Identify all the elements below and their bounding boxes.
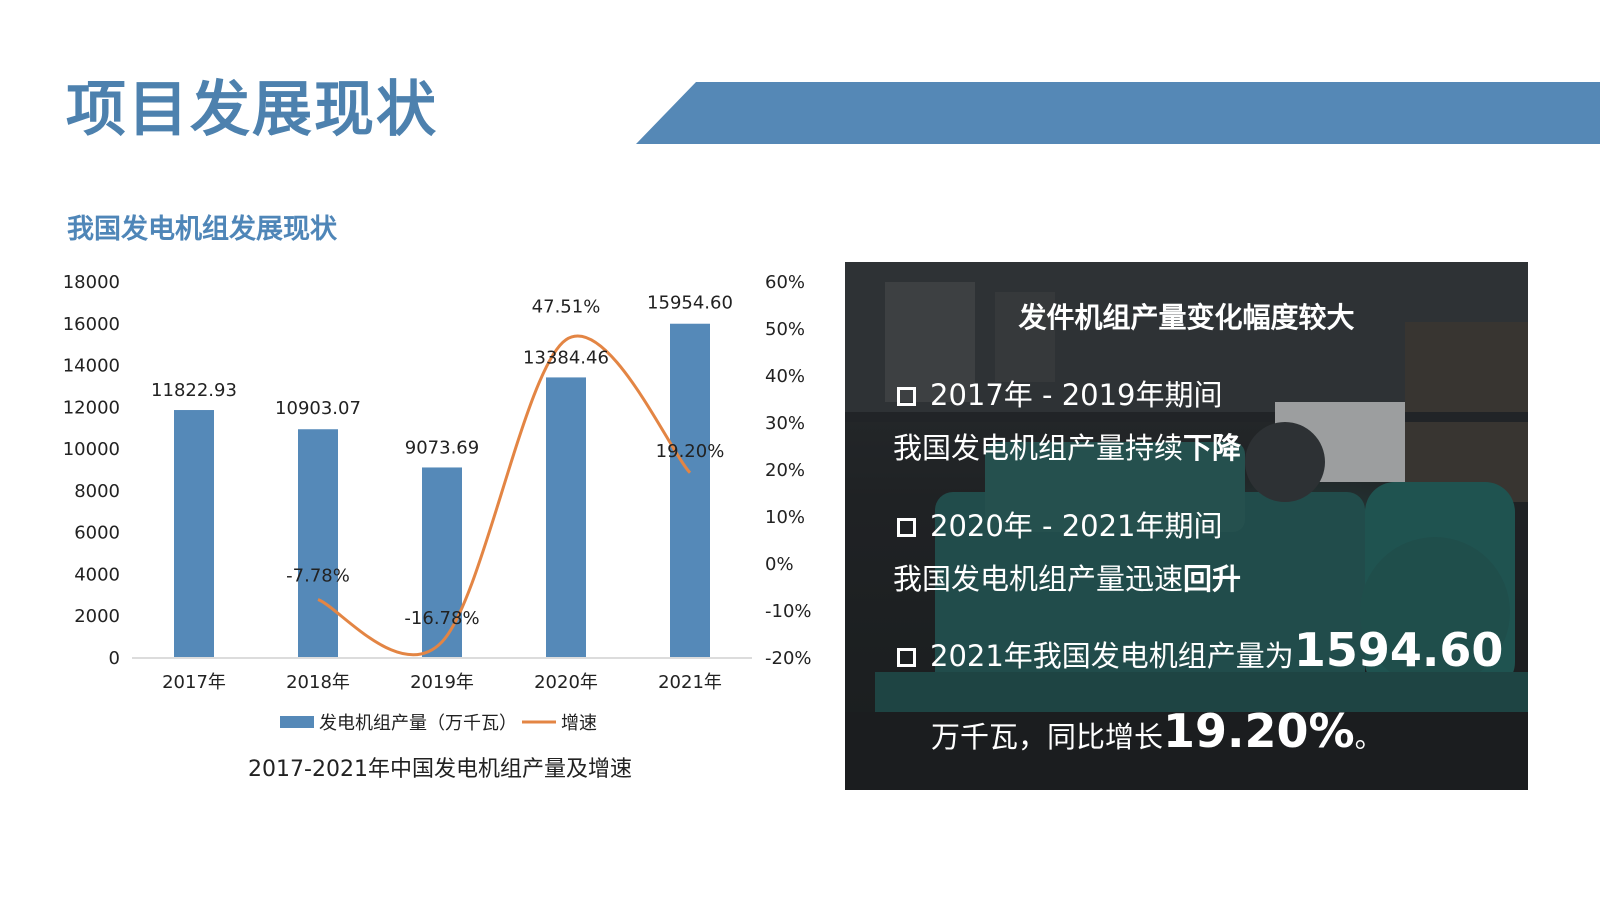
y-left-tick-label: 8000 (74, 481, 120, 502)
y-left-tick-label: 6000 (74, 523, 120, 544)
item2-text: 我国发电机组产量迅速 (893, 562, 1184, 596)
production-growth-chart: 0 2000 4000 6000 8000 10000 12000 14000 16000 180… (63, 272, 812, 734)
y-left-tick-label: 2000 (74, 606, 120, 627)
y-right-tick-label: -20% (765, 648, 812, 669)
item2-line1: 2020年 - 2021年期间 (897, 506, 1223, 546)
bar (546, 377, 586, 657)
y-right-tick-label: 30% (765, 413, 805, 434)
y-right-tick-label: 0% (765, 554, 794, 575)
growth-line (317, 334, 692, 657)
item3-value: 1594.60 (1293, 623, 1504, 677)
y-left-tick-label: 14000 (63, 356, 120, 377)
panel-heading: 发件机组产量变化幅度较大 (1018, 301, 1355, 334)
y-right-tick-label: 40% (765, 366, 805, 387)
summary-panel: 发件机组产量变化幅度较大 2017年 - 2019年期间 我国发电机组产量持续下… (845, 262, 1528, 790)
checkbox-square-icon (897, 387, 916, 406)
item3-text: 2021年我国发电机组产量为 (930, 639, 1294, 673)
growth-value-label: -7.78% (286, 566, 350, 587)
y-left-tick-label: 10000 (63, 439, 120, 460)
panel-dark-overlay (845, 262, 1528, 790)
y-left-tick-label: 4000 (74, 564, 120, 585)
bar (422, 467, 462, 657)
item3b-end: 。 (1354, 720, 1384, 754)
item1-period: 2017年 - 2019年期间 (930, 378, 1223, 412)
title-band (636, 82, 1600, 144)
item1-text: 我国发电机组产量持续 (893, 431, 1184, 465)
legend-label-growth: 增速 (561, 713, 597, 734)
bar-value-label: 11822.93 (151, 380, 237, 401)
growth-value-label: 19.20% (656, 441, 725, 462)
bar-value-label: 9073.69 (405, 437, 479, 458)
checkbox-square-icon (897, 648, 916, 667)
legend-label-production: 发电机组产量（万千瓦） (319, 713, 517, 734)
x-tick-label: 2017年 (162, 672, 226, 693)
x-tick-label: 2020年 (534, 672, 598, 693)
y-left-tick-label: 0 (109, 648, 120, 669)
item2-line2: 我国发电机组产量迅速回升 (893, 559, 1241, 599)
growth-value-label: -16.78% (404, 608, 479, 629)
y-right-tick-label: 60% (765, 272, 805, 293)
y-right-tick-label: 10% (765, 507, 805, 528)
y-left-tick-label: 18000 (63, 272, 120, 293)
item1-line1: 2017年 - 2019年期间 (897, 375, 1223, 415)
item3-line2: 万千瓦，同比增长19.20%。 (931, 708, 1384, 757)
item3b-value: 19.20% (1163, 704, 1355, 758)
bar-value-label: 10903.07 (275, 398, 361, 419)
bar-value-label: 15954.60 (647, 293, 733, 314)
x-tick-label: 2021年 (658, 672, 722, 693)
item3-line1: 2021年我国发电机组产量为1594.60 (897, 627, 1503, 676)
y-right-tick-label: -10% (765, 601, 812, 622)
y-left-tick-label: 16000 (63, 314, 120, 335)
bar (670, 323, 710, 657)
item1-emphasis: 下降 (1183, 431, 1242, 465)
chart-caption: 2017-2021年中国发电机组产量及增速 (248, 757, 632, 782)
item2-emphasis: 回升 (1183, 562, 1242, 596)
y-right-tick-label: 20% (765, 460, 805, 481)
y-left-tick-label: 12000 (63, 397, 120, 418)
item3b-text: 万千瓦，同比增长 (931, 720, 1164, 754)
x-tick-label: 2019年 (410, 672, 474, 693)
bar-value-label: 13384.46 (523, 347, 609, 368)
generator-photo-illustration (845, 262, 1528, 790)
item1-line2: 我国发电机组产量持续下降 (893, 428, 1241, 468)
checkbox-square-icon (897, 518, 916, 537)
item2-period: 2020年 - 2021年期间 (930, 509, 1223, 543)
y-right-tick-label: 50% (765, 319, 805, 340)
growth-value-label: 47.51% (532, 297, 601, 318)
x-tick-label: 2018年 (286, 672, 350, 693)
page-title: 项目发展现状 (66, 75, 438, 145)
bar (174, 410, 214, 657)
bar (298, 429, 338, 657)
section-subtitle: 我国发电机组发展现状 (67, 214, 337, 245)
legend-swatch-production (280, 716, 314, 728)
